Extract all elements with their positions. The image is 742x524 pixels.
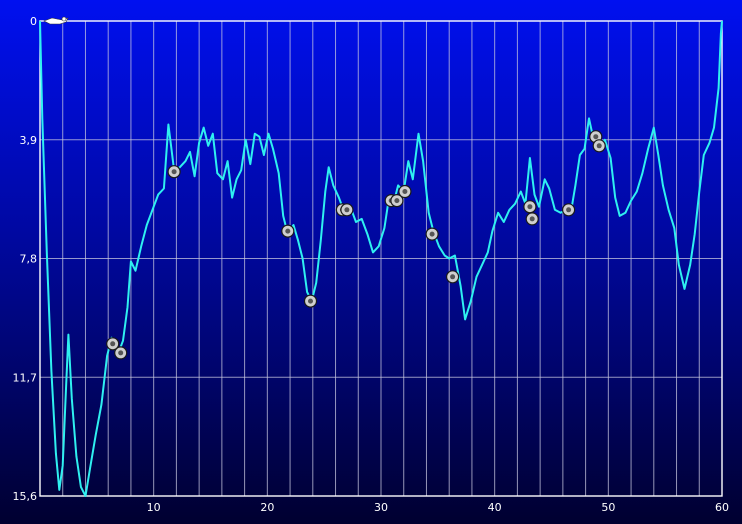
event-marker-icon [525, 212, 539, 226]
event-marker-icon [446, 270, 460, 284]
event-marker-icon [390, 194, 404, 208]
event-marker-icon [398, 184, 412, 199]
x-tick-label: 20 [260, 501, 274, 514]
x-tick-label: 50 [601, 501, 615, 514]
y-tick-label: 11,7 [13, 371, 38, 384]
event-marker-icon [114, 346, 128, 360]
event-marker-icon [523, 200, 537, 214]
diver-icon [43, 16, 69, 25]
y-tick-label: 15,6 [13, 490, 38, 503]
event-marker-icon [340, 203, 354, 217]
event-marker-icon [281, 224, 295, 238]
event-marker-icon [592, 139, 606, 153]
x-tick-label: 40 [488, 501, 502, 514]
plot-frame [39, 20, 723, 497]
y-tick-label: 7,8 [20, 253, 38, 266]
event-marker-icon [167, 165, 181, 179]
y-tick-label: 0 [30, 15, 37, 28]
y-tick-label: 3,9 [20, 134, 38, 147]
x-tick-label: 30 [374, 501, 388, 514]
x-tick-label: 10 [147, 501, 161, 514]
event-marker-icon [303, 294, 318, 308]
depth-profile-line [39, 20, 723, 497]
event-marker-icon [106, 337, 120, 351]
grid-lines [40, 21, 722, 496]
event-marker-icon [561, 203, 576, 217]
event-marker-icon [425, 227, 439, 241]
x-tick-label: 60 [715, 501, 729, 514]
